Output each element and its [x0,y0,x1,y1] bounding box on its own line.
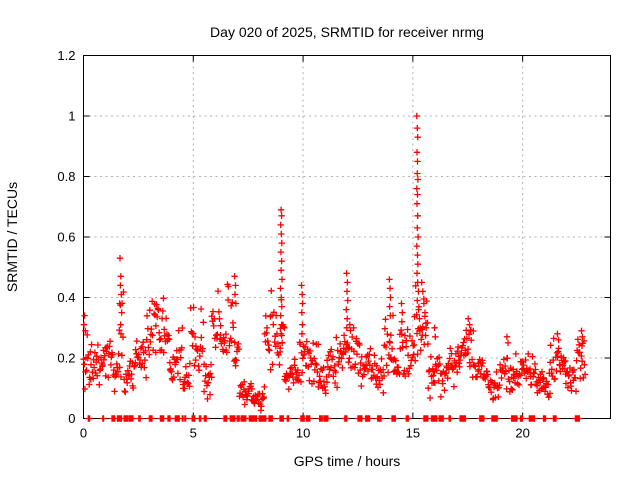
axis-tick-labels: 0 5 10 15 20 0 0.2 0.4 0.6 0.8 1 1.2 [57,48,529,441]
x-tick-label: 0 [80,426,87,441]
y-tick-label: 0.2 [57,351,75,366]
x-axis-label: GPS time / hours [294,453,401,469]
y-tick-label: 1.2 [57,48,75,63]
x-tick-label: 5 [190,426,197,441]
y-tick-label: 0.6 [57,230,75,245]
y-tick-label: 0 [68,411,75,426]
scatter-points-srmtid [80,112,589,422]
y-tick-label: 0.4 [57,290,75,305]
y-tick-label: 0.8 [57,169,75,184]
x-tick-label: 10 [296,426,310,441]
chart-title: Day 020 of 2025, SRMTID for receiver nrm… [210,24,484,40]
x-tick-label: 20 [515,426,529,441]
x-tick-label: 15 [406,426,420,441]
y-tick-label: 1 [68,109,75,124]
y-axis-label: SRMTID / TECUs [4,182,20,292]
